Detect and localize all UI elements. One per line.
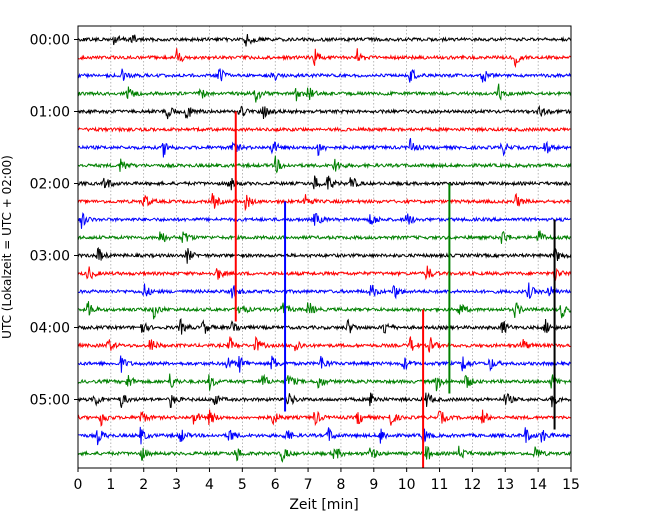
seismic-trace bbox=[77, 126, 571, 133]
y-axis-ticks: 00:00 01:00 02:00 03:00 04:00 05:00 bbox=[30, 33, 78, 409]
trace-lines bbox=[77, 34, 572, 463]
vertical-grid bbox=[110, 26, 539, 468]
y-axis-label: UTC (Lokalzeit = UTC + 02:00) bbox=[0, 155, 14, 339]
y-tick-label: 03:00 bbox=[30, 249, 70, 265]
y-tick-label: 01:00 bbox=[30, 105, 70, 121]
seismic-trace bbox=[77, 355, 572, 373]
seismic-trace bbox=[77, 104, 572, 120]
seismic-trace bbox=[77, 83, 572, 103]
seismic-trace bbox=[77, 68, 572, 83]
y-tick-label: 05:00 bbox=[30, 393, 70, 409]
x-tick-label: 13 bbox=[496, 477, 514, 493]
x-tick-label: 1 bbox=[106, 477, 115, 493]
seismic-trace bbox=[77, 282, 571, 300]
seismic-trace bbox=[77, 409, 572, 427]
x-tick-label: 5 bbox=[238, 477, 247, 493]
seismic-trace bbox=[77, 192, 571, 212]
x-axis-ticks: 0 1 2 3 4 5 6 7 8 9 10 11 12 13 14 15 bbox=[74, 468, 580, 493]
x-tick-label: 8 bbox=[336, 477, 345, 493]
y-tick-label: 04:00 bbox=[30, 321, 70, 337]
x-tick-label: 14 bbox=[529, 477, 547, 493]
seismic-trace bbox=[77, 392, 572, 408]
x-tick-label: 11 bbox=[431, 477, 449, 493]
x-tick-label: 4 bbox=[205, 477, 214, 493]
seismic-trace bbox=[77, 373, 572, 392]
seismic-trace bbox=[77, 335, 571, 353]
seismic-trace bbox=[77, 230, 572, 244]
x-tick-label: 9 bbox=[369, 477, 378, 493]
seismic-trace bbox=[77, 247, 572, 264]
seismic-trace bbox=[77, 212, 572, 229]
x-tick-label: 0 bbox=[74, 477, 83, 493]
x-tick-label: 2 bbox=[139, 477, 148, 493]
y-tick-label: 02:00 bbox=[30, 177, 70, 193]
x-tick-label: 6 bbox=[271, 477, 280, 493]
seismic-trace bbox=[77, 34, 572, 47]
seismic-trace bbox=[77, 318, 572, 335]
x-tick-label: 15 bbox=[562, 477, 580, 493]
spike-lines bbox=[234, 111, 556, 468]
seismic-trace bbox=[77, 48, 572, 69]
seismic-trace bbox=[77, 445, 572, 463]
seismic-trace bbox=[77, 426, 571, 446]
seismic-trace bbox=[77, 155, 572, 174]
y-tick-label: 00:00 bbox=[30, 33, 70, 49]
seismic-trace bbox=[77, 301, 572, 320]
seismic-trace bbox=[77, 265, 572, 281]
x-tick-label: 10 bbox=[398, 477, 416, 493]
x-tick-label: 3 bbox=[172, 477, 181, 493]
plot-frame bbox=[77, 25, 572, 469]
x-axis-label: Zeit [min] bbox=[289, 497, 358, 513]
seismic-trace bbox=[77, 137, 572, 158]
x-tick-label: 7 bbox=[304, 477, 313, 493]
seismic-trace bbox=[77, 175, 572, 191]
x-tick-label: 12 bbox=[463, 477, 481, 493]
